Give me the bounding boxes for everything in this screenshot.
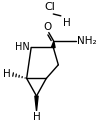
Text: H: H [3, 69, 11, 79]
Polygon shape [52, 41, 55, 48]
Text: NH₂: NH₂ [77, 36, 97, 46]
Text: Cl: Cl [45, 2, 56, 12]
Text: O: O [44, 22, 52, 32]
Text: HN: HN [15, 42, 30, 52]
Polygon shape [35, 96, 38, 111]
Text: H: H [63, 18, 71, 28]
Text: H: H [33, 112, 40, 122]
